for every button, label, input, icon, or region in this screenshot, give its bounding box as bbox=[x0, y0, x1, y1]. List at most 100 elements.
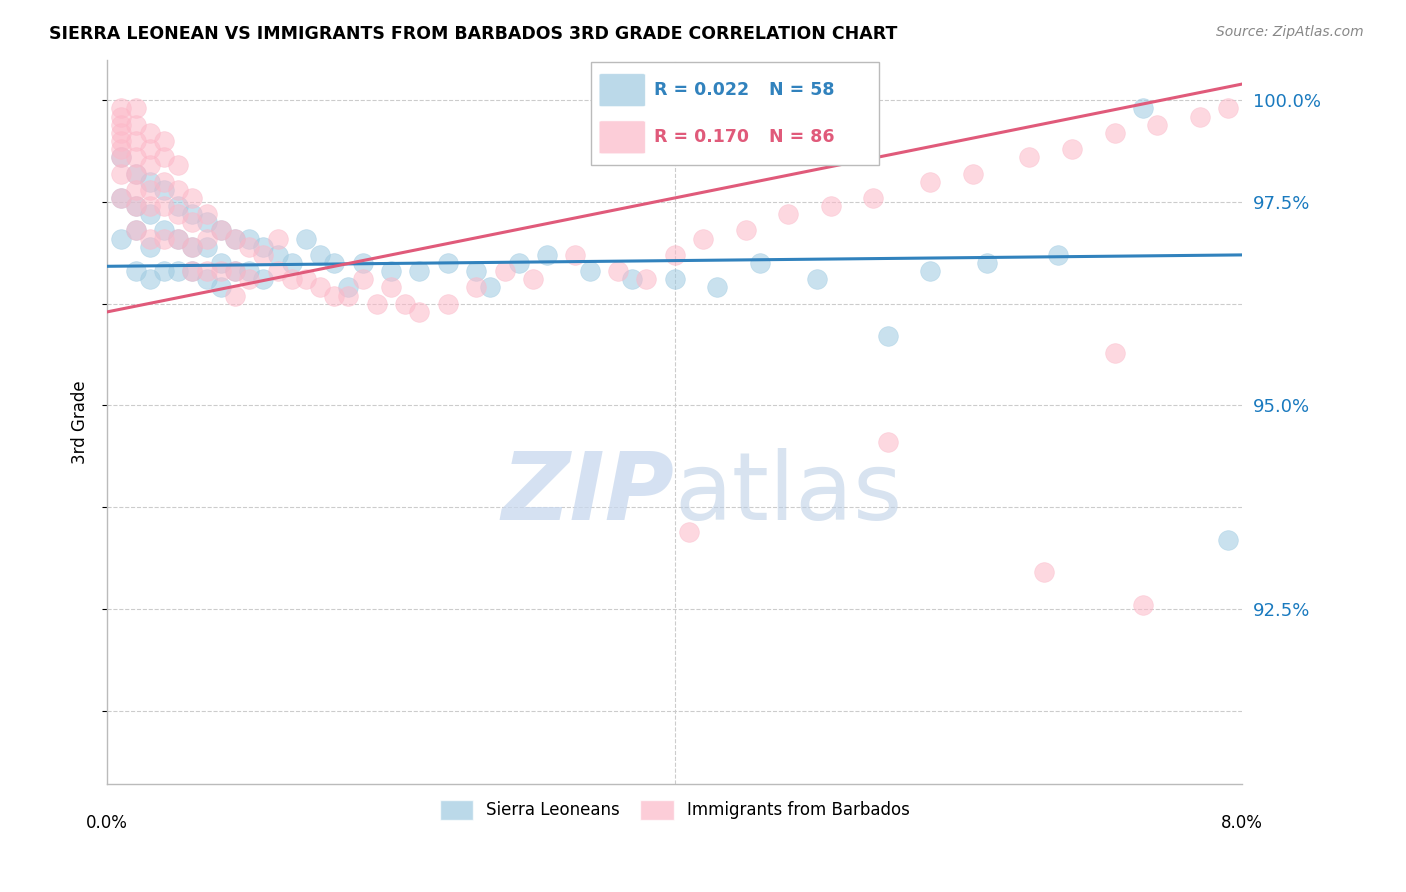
Point bbox=[124, 102, 146, 116]
Point bbox=[607, 264, 630, 278]
Point bbox=[167, 158, 190, 172]
Point bbox=[295, 272, 318, 286]
Point bbox=[195, 240, 218, 254]
Point bbox=[167, 264, 190, 278]
Point bbox=[209, 223, 232, 237]
Point bbox=[139, 158, 162, 172]
Point bbox=[224, 232, 246, 246]
Point bbox=[139, 183, 162, 197]
Point bbox=[167, 207, 190, 221]
Point bbox=[309, 248, 332, 262]
Point bbox=[209, 280, 232, 294]
Point bbox=[252, 248, 274, 262]
Point bbox=[1216, 102, 1239, 116]
Point bbox=[224, 288, 246, 302]
Point bbox=[139, 232, 162, 246]
Point bbox=[167, 199, 190, 213]
Point bbox=[195, 264, 218, 278]
Point bbox=[621, 272, 644, 286]
Point bbox=[436, 297, 458, 311]
Point bbox=[1060, 142, 1083, 156]
Point bbox=[1104, 126, 1126, 140]
Point bbox=[110, 110, 132, 124]
Text: R = 0.170: R = 0.170 bbox=[654, 128, 749, 146]
Point bbox=[153, 150, 176, 164]
Point bbox=[962, 167, 984, 181]
Point bbox=[224, 232, 246, 246]
Point bbox=[479, 280, 502, 294]
Point bbox=[124, 223, 146, 237]
Point bbox=[337, 280, 360, 294]
Point bbox=[181, 191, 204, 205]
Point bbox=[238, 232, 260, 246]
Point bbox=[678, 524, 700, 539]
Point bbox=[778, 207, 800, 221]
Point bbox=[876, 435, 898, 450]
Point bbox=[181, 264, 204, 278]
Point bbox=[110, 102, 132, 116]
Point bbox=[366, 297, 388, 311]
Point bbox=[636, 272, 658, 286]
Point bbox=[110, 191, 132, 205]
Point bbox=[1104, 345, 1126, 359]
Point bbox=[920, 175, 942, 189]
Point bbox=[862, 191, 884, 205]
Point bbox=[748, 256, 770, 270]
Point bbox=[181, 240, 204, 254]
Point bbox=[110, 142, 132, 156]
Point bbox=[209, 264, 232, 278]
Point bbox=[578, 264, 600, 278]
Point bbox=[124, 199, 146, 213]
Point bbox=[280, 256, 302, 270]
Point bbox=[692, 232, 714, 246]
Text: Source: ZipAtlas.com: Source: ZipAtlas.com bbox=[1216, 25, 1364, 39]
Point bbox=[110, 232, 132, 246]
Point bbox=[238, 264, 260, 278]
Text: 0.0%: 0.0% bbox=[86, 814, 128, 832]
FancyBboxPatch shape bbox=[599, 74, 645, 106]
Point bbox=[153, 199, 176, 213]
Point bbox=[124, 150, 146, 164]
Point bbox=[195, 207, 218, 221]
Point bbox=[139, 240, 162, 254]
Point bbox=[181, 207, 204, 221]
Point bbox=[167, 183, 190, 197]
Point bbox=[323, 288, 346, 302]
Point bbox=[110, 134, 132, 148]
Point bbox=[280, 272, 302, 286]
Point bbox=[124, 134, 146, 148]
Y-axis label: 3rd Grade: 3rd Grade bbox=[72, 380, 89, 464]
Point bbox=[139, 199, 162, 213]
Point bbox=[153, 223, 176, 237]
Point bbox=[876, 329, 898, 343]
Point bbox=[408, 264, 430, 278]
Point bbox=[110, 118, 132, 132]
Point bbox=[238, 272, 260, 286]
Point bbox=[209, 223, 232, 237]
Point bbox=[124, 118, 146, 132]
Point bbox=[167, 232, 190, 246]
Text: N = 86: N = 86 bbox=[769, 128, 835, 146]
Point bbox=[252, 272, 274, 286]
Point bbox=[337, 288, 360, 302]
Point bbox=[110, 126, 132, 140]
Point bbox=[266, 232, 288, 246]
Text: ZIP: ZIP bbox=[502, 448, 675, 541]
Point bbox=[139, 126, 162, 140]
Point bbox=[465, 264, 488, 278]
FancyBboxPatch shape bbox=[591, 62, 879, 165]
Point bbox=[1046, 248, 1069, 262]
Point bbox=[494, 264, 516, 278]
Point bbox=[1132, 598, 1154, 612]
Point bbox=[664, 248, 686, 262]
Point bbox=[153, 134, 176, 148]
Point bbox=[295, 232, 318, 246]
Text: N = 58: N = 58 bbox=[769, 81, 835, 99]
Point bbox=[706, 280, 728, 294]
Point bbox=[195, 215, 218, 229]
Text: SIERRA LEONEAN VS IMMIGRANTS FROM BARBADOS 3RD GRADE CORRELATION CHART: SIERRA LEONEAN VS IMMIGRANTS FROM BARBAD… bbox=[49, 25, 897, 43]
Point bbox=[734, 223, 756, 237]
Point bbox=[664, 272, 686, 286]
Point bbox=[1246, 232, 1268, 246]
Point bbox=[1018, 150, 1040, 164]
